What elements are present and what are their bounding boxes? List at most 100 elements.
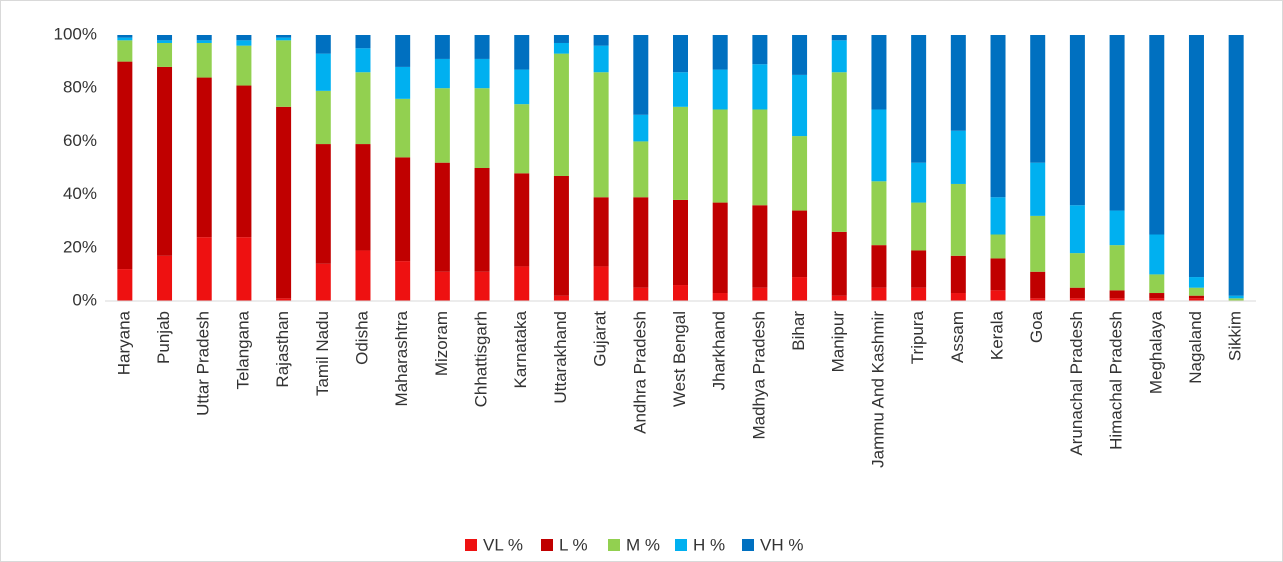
x-tick-label: Bihar: [789, 311, 808, 351]
bar-segment: [831, 40, 847, 73]
bar-segment: [593, 72, 609, 198]
bar-segment: [1149, 298, 1165, 301]
bar-segment: [633, 197, 649, 288]
bar-segment: [1149, 234, 1165, 275]
legend-label: VL %: [483, 535, 523, 554]
bar-segment: [911, 250, 927, 288]
bar-segment: [1069, 298, 1085, 301]
bar-segment: [474, 58, 490, 89]
bar-segment: [395, 98, 411, 158]
bar-segment: [1188, 298, 1204, 301]
bar-segment: [871, 245, 887, 288]
bar-segment: [792, 277, 808, 301]
bar-segment: [712, 35, 728, 70]
bar-segment: [712, 293, 728, 301]
bar-segment: [633, 141, 649, 198]
bar-segment: [276, 40, 292, 107]
bar-segment: [1228, 295, 1244, 299]
x-tick-label: Andhra Pradesh: [630, 311, 649, 434]
y-tick-label: 40%: [63, 184, 97, 203]
bar-segment: [276, 35, 292, 38]
bar-segment: [752, 109, 768, 206]
legend-swatch: [742, 539, 754, 551]
y-tick-label: 20%: [63, 237, 97, 256]
legend-swatch: [465, 539, 477, 551]
bar-segment: [355, 144, 371, 251]
bar-segment: [831, 295, 847, 301]
bar-segment: [1069, 287, 1085, 299]
bar-segment: [1149, 293, 1165, 299]
bar-segment: [236, 237, 252, 301]
bar-segment: [1149, 35, 1165, 235]
bar-segment: [474, 271, 490, 301]
bar-segment: [1030, 35, 1046, 163]
bar-segment: [792, 35, 808, 75]
bar-segment: [1109, 290, 1125, 299]
bar-segment: [1188, 295, 1204, 299]
bar-segment: [236, 85, 252, 238]
bar-segment: [157, 35, 173, 41]
bar-segment: [1030, 271, 1046, 299]
bar-segment: [514, 104, 530, 174]
bar-segment: [196, 40, 212, 43]
bar-segment: [1188, 287, 1204, 296]
bar-segment: [553, 175, 569, 296]
bar-segment: [792, 136, 808, 211]
x-tick-label: Punjab: [154, 311, 173, 364]
bar-segment: [593, 266, 609, 301]
bar-segment: [514, 266, 530, 301]
x-tick-label: Uttarakhand: [551, 311, 570, 404]
x-tick-label: Madhya Pradesh: [749, 311, 768, 440]
bar-segment: [434, 35, 450, 59]
bar-segment: [395, 35, 411, 67]
bar-segment: [990, 234, 1006, 259]
x-tick-label: Himachal Pradesh: [1107, 311, 1126, 450]
bar-segment: [911, 202, 927, 251]
bar-segment: [673, 285, 688, 301]
bar-segment: [752, 205, 768, 288]
y-tick-label: 0%: [72, 290, 97, 309]
bar-segment: [236, 40, 252, 46]
legend-label: VH %: [760, 535, 803, 554]
x-tick-label: Arunachal Pradesh: [1067, 311, 1086, 456]
bar-segment: [950, 130, 966, 184]
bar-segment: [553, 53, 569, 176]
bar-segment: [236, 35, 252, 41]
x-tick-label: Gujarat: [591, 311, 610, 367]
x-tick-label: West Bengal: [670, 311, 689, 407]
x-tick-label: Tamil Nadu: [313, 311, 332, 396]
bar-segment: [792, 74, 808, 137]
bar-segment: [1228, 35, 1244, 296]
bar-segment: [315, 35, 331, 54]
x-tick-label: Jharkhand: [710, 311, 729, 390]
bar-segment: [117, 35, 133, 38]
x-tick-label: Manipur: [829, 311, 848, 373]
bar-segment: [553, 35, 569, 43]
x-tick-label: Goa: [1027, 310, 1046, 343]
bar-segment: [593, 45, 609, 73]
bar-segment: [990, 35, 1006, 198]
bar-segment: [911, 287, 927, 301]
bar-segment: [157, 42, 173, 67]
legend-swatch: [541, 539, 553, 551]
bar-segment: [1069, 253, 1085, 288]
x-tick-label: Tripura: [908, 310, 927, 364]
x-tick-label: Mizoram: [432, 311, 451, 376]
bar-segment: [1030, 215, 1046, 272]
bar-segment: [355, 35, 371, 49]
x-tick-label: Meghalaya: [1146, 310, 1165, 394]
bar-segment: [196, 237, 212, 301]
bar-segment: [1069, 35, 1085, 206]
x-tick-label: Chhattisgarh: [472, 311, 491, 407]
bar-segment: [831, 35, 847, 41]
bar-segment: [633, 287, 649, 301]
x-tick-label: Rajasthan: [273, 311, 292, 388]
bar-segment: [474, 35, 490, 59]
bar-segment: [1188, 277, 1204, 288]
bar-segment: [633, 35, 649, 115]
legend-label: L %: [559, 535, 588, 554]
bar-segment: [434, 58, 450, 89]
y-tick-label: 100%: [54, 24, 97, 43]
bar-segment: [871, 287, 887, 301]
